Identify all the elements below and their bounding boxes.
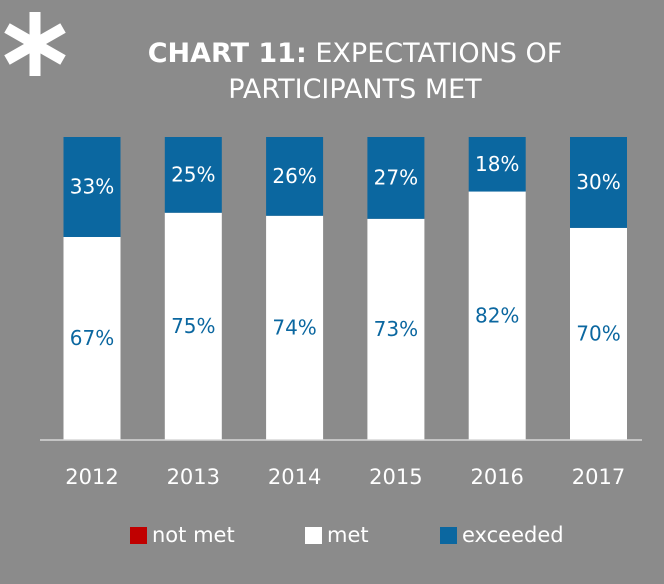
value-label: 70% [576,321,620,345]
value-label: 73% [374,317,418,341]
legend-label: exceeded [462,523,564,547]
bar-segment [266,137,324,216]
x-tick-label: 2012 [65,465,118,489]
value-label: 27% [374,165,418,189]
x-tick-label: 2014 [268,465,321,489]
bar-segment [468,137,526,192]
bar-segment [570,137,627,228]
asterisk-icon [4,12,66,76]
bar-segment [367,218,425,440]
bar-segment [570,227,627,440]
legend-label: not met [152,523,235,547]
legend-swatch [130,527,147,544]
chart-title: CHART 11: EXPECTATIONS OF PARTICIPANTS M… [120,36,590,108]
x-tick-label: 2015 [369,465,422,489]
value-label: 33% [70,174,114,198]
bar-segment [367,137,425,219]
bar-segment [63,236,121,440]
legend-swatch [305,527,322,544]
title-prefix: CHART 11: [147,38,307,69]
x-tick-label: 2016 [470,465,523,489]
x-tick-label: 2013 [167,465,220,489]
bar-segment [266,215,324,440]
value-label: 74% [272,315,316,339]
value-label: 67% [70,326,114,350]
value-label: 18% [475,152,519,176]
bar-segment [468,191,526,440]
value-label: 82% [475,303,519,327]
bar-segment [164,137,222,213]
value-label: 26% [272,164,316,188]
legend-swatch [440,527,457,544]
bar-segment [63,137,121,237]
value-label: 30% [576,170,620,194]
bar-segment [164,212,222,440]
value-label: 75% [171,314,215,338]
x-tick-label: 2017 [572,465,625,489]
legend-label: met [327,523,369,547]
value-label: 25% [171,162,215,186]
title-text: EXPECTATIONS OF PARTICIPANTS MET [228,38,563,105]
